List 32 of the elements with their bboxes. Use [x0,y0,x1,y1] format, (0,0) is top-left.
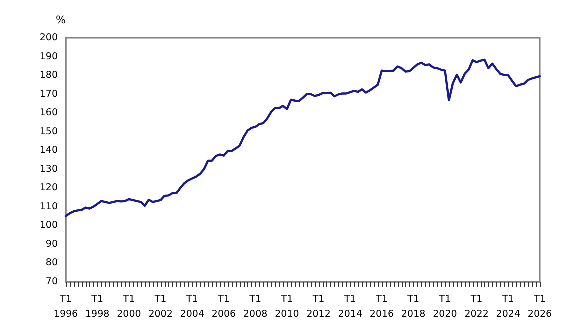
x-tick-label: T1 2002 [148,294,173,320]
x-tick-label: T1 2016 [370,294,394,320]
y-tick-label: 140 [40,145,58,156]
x-tick-label: T1 1998 [86,294,110,320]
y-tick-label: 90 [46,238,58,250]
y-tick-label: 130 [40,164,58,175]
x-tick-label: T1 2004 [180,294,204,320]
x-tick-label: T1 2022 [464,294,489,320]
x-tick-label: T1 1996 [54,294,78,320]
line-series [64,58,542,218]
x-tick-label: T1 2024 [496,294,520,320]
y-tick-label: 160 [40,108,58,119]
y-tick-label: 110 [40,201,58,212]
y-tick-label: 80 [46,258,58,269]
y-axis-title: % [56,14,66,26]
x-tick-label: T1 2006 [212,294,236,320]
x-tick-label: T1 2010 [275,294,300,320]
x-tick-label: T1 2012 [306,294,331,320]
x-tick-label: T1 2020 [433,294,458,320]
x-tick-label: T1 2000 [117,294,142,320]
x-tick-label: T1 2018 [402,294,426,320]
y-tick-label: 70 [46,276,58,288]
x-tick-label: T1 2008 [244,294,268,320]
y-tick-label: 170 [40,88,58,100]
x-tick-label: T1 2014 [338,294,362,320]
y-tick-label: 200 [40,32,58,44]
y-tick-label: 190 [40,51,58,62]
x-tick-label: T1 2026 [528,294,552,320]
y-tick-label: 100 [40,220,58,232]
y-tick-label: 150 [40,126,58,138]
y-tick-label: 180 [40,70,58,82]
y-tick-label: 120 [40,182,58,194]
